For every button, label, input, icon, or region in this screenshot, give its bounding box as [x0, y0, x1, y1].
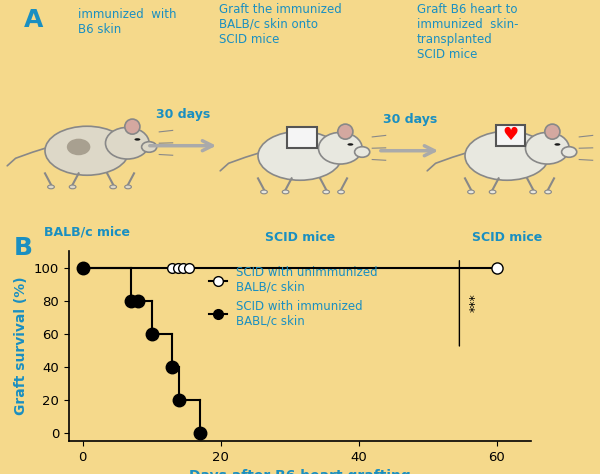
Ellipse shape: [338, 190, 344, 194]
Ellipse shape: [45, 126, 129, 175]
Ellipse shape: [260, 190, 268, 194]
Circle shape: [347, 143, 353, 146]
Ellipse shape: [526, 132, 569, 164]
FancyBboxPatch shape: [496, 125, 526, 146]
Text: SCID mice: SCID mice: [472, 231, 542, 244]
Ellipse shape: [69, 185, 76, 189]
Ellipse shape: [562, 147, 577, 157]
Ellipse shape: [258, 131, 342, 180]
Ellipse shape: [545, 124, 560, 139]
Text: 30 days: 30 days: [383, 113, 437, 126]
Text: ♥: ♥: [503, 127, 519, 145]
Ellipse shape: [125, 119, 140, 134]
Ellipse shape: [530, 190, 536, 194]
X-axis label: Days after B6 heart grafting: Days after B6 heart grafting: [189, 469, 411, 474]
Legend: SCID with unimmunized
BALB/c skin, SCID with immunized
BABL/c skin: SCID with unimmunized BALB/c skin, SCID …: [204, 261, 382, 332]
Ellipse shape: [106, 128, 149, 159]
Text: ***: ***: [469, 293, 482, 312]
Ellipse shape: [355, 147, 370, 157]
Text: Graft the immunized
BALB/c skin onto
SCID mice: Graft the immunized BALB/c skin onto SCI…: [219, 2, 342, 46]
Text: immunized  with
B6 skin: immunized with B6 skin: [78, 8, 176, 36]
Text: 30 days: 30 days: [156, 108, 210, 120]
Ellipse shape: [282, 190, 289, 194]
Text: Graft B6 heart to
immunized  skin-
transplanted
SCID mice: Graft B6 heart to immunized skin- transp…: [417, 2, 518, 61]
Ellipse shape: [467, 190, 475, 194]
Ellipse shape: [545, 190, 551, 194]
Ellipse shape: [67, 139, 91, 155]
Ellipse shape: [125, 185, 131, 189]
Ellipse shape: [142, 142, 157, 152]
Text: A: A: [24, 8, 43, 32]
Text: BALB/c mice: BALB/c mice: [44, 226, 130, 239]
Ellipse shape: [323, 190, 329, 194]
Ellipse shape: [465, 131, 549, 180]
Ellipse shape: [319, 132, 362, 164]
Circle shape: [554, 143, 560, 146]
Circle shape: [134, 138, 140, 141]
Ellipse shape: [110, 185, 116, 189]
Y-axis label: Graft survival (%): Graft survival (%): [14, 277, 28, 415]
Ellipse shape: [338, 124, 353, 139]
Ellipse shape: [47, 185, 55, 189]
FancyBboxPatch shape: [287, 127, 317, 148]
Ellipse shape: [489, 190, 496, 194]
Text: SCID mice: SCID mice: [265, 231, 335, 244]
Text: B: B: [14, 236, 32, 260]
